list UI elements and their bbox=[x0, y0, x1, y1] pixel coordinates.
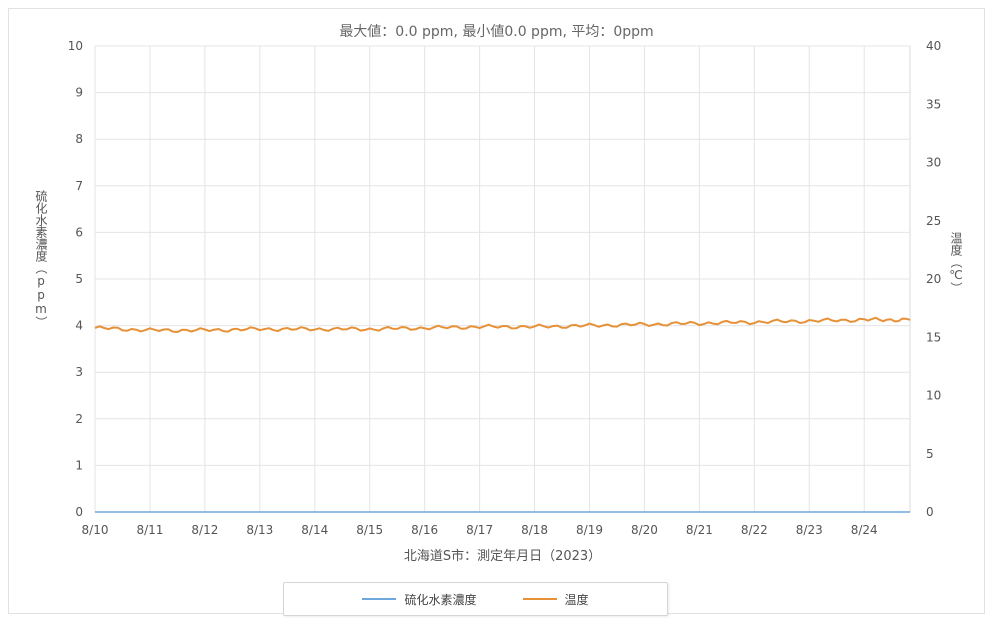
y-left-tick-label: 2 bbox=[75, 412, 83, 426]
x-tick-label: 8/11 bbox=[136, 523, 163, 537]
legend: 硫化水素濃度 温度 bbox=[283, 582, 668, 616]
y-axis-right-label: 温度（℃） bbox=[949, 232, 963, 294]
x-tick-label: 8/16 bbox=[411, 523, 438, 537]
x-tick-label: 8/21 bbox=[686, 523, 713, 537]
x-tick-label: 8/13 bbox=[246, 523, 273, 537]
legend-swatch-h2s bbox=[362, 598, 397, 600]
x-tick-label: 8/19 bbox=[576, 523, 603, 537]
y-axis-left-label: 硫化水素濃度（ppm） bbox=[34, 190, 48, 328]
y-right-tick-label: 20 bbox=[926, 272, 941, 286]
x-tick-label: 8/23 bbox=[796, 523, 823, 537]
y-left-tick-label: 7 bbox=[75, 179, 83, 193]
y-left-tick-label: 5 bbox=[75, 272, 83, 286]
y-left-tick-label: 3 bbox=[75, 365, 83, 379]
legend-swatch-temperature bbox=[522, 598, 557, 600]
y-left-tick-label: 8 bbox=[75, 132, 83, 146]
x-tick-label: 8/12 bbox=[191, 523, 218, 537]
y-left-tick-label: 1 bbox=[75, 458, 83, 472]
x-tick-label: 8/24 bbox=[851, 523, 878, 537]
series-line-temperature bbox=[94, 316, 911, 333]
y-left-tick-label: 4 bbox=[75, 319, 83, 333]
legend-item-temperature[interactable]: 温度 bbox=[522, 591, 589, 608]
y-left-tick-label: 0 bbox=[75, 505, 83, 519]
x-tick-label: 8/15 bbox=[356, 523, 383, 537]
y-right-tick-label: 15 bbox=[926, 330, 941, 344]
y-left-tick-label: 10 bbox=[68, 39, 83, 53]
legend-label-temperature: 温度 bbox=[564, 592, 589, 607]
y-right-tick-label: 5 bbox=[926, 447, 934, 461]
x-axis-label: 北海道S市：測定年月日（2023） bbox=[403, 549, 602, 564]
x-tick-label: 8/14 bbox=[301, 523, 328, 537]
legend-item-h2s[interactable]: 硫化水素濃度 bbox=[362, 591, 477, 608]
y-right-tick-label: 30 bbox=[926, 156, 941, 170]
chart-title: 最大値：0.0 ppm, 最小値0.0 ppm, 平均：0ppm bbox=[339, 24, 654, 40]
x-tick-label: 8/22 bbox=[741, 523, 768, 537]
y-left-tick-label: 6 bbox=[75, 225, 83, 239]
y-right-tick-label: 25 bbox=[926, 214, 941, 228]
x-tick-label: 8/17 bbox=[466, 523, 493, 537]
legend-label-h2s: 硫化水素濃度 bbox=[404, 592, 477, 607]
x-tick-label: 8/20 bbox=[631, 523, 658, 537]
y-right-tick-label: 40 bbox=[926, 39, 941, 53]
x-tick-label: 8/10 bbox=[82, 523, 109, 537]
y-right-tick-label: 0 bbox=[926, 505, 934, 519]
x-tick-label: 8/18 bbox=[521, 523, 548, 537]
y-right-tick-label: 10 bbox=[926, 389, 941, 403]
y-left-tick-label: 9 bbox=[75, 86, 83, 100]
y-right-tick-label: 35 bbox=[926, 97, 941, 111]
